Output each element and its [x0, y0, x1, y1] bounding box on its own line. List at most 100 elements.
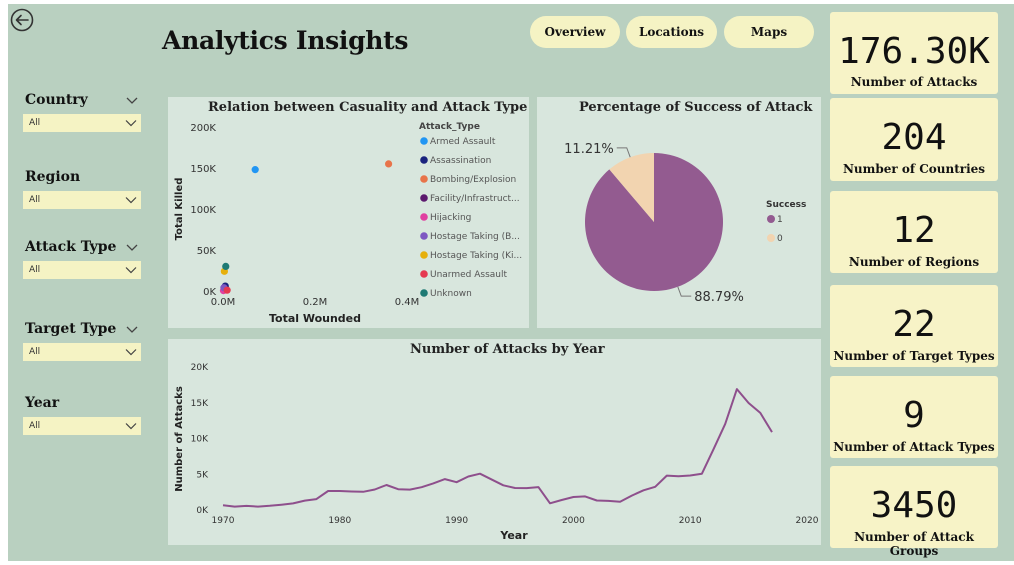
y-tick-label: 100K: [190, 205, 216, 216]
x-tick-label: 1990: [445, 516, 468, 526]
chevron-down-icon[interactable]: [125, 324, 139, 334]
y-axis-title: Total Killed: [174, 178, 185, 241]
kpi-countries: 204 Number of Countries: [830, 98, 998, 181]
kpi-attack-groups: 3450 Number of Attack Groups: [830, 466, 998, 558]
y-tick-label: 0K: [196, 506, 209, 516]
y-tick-label: 10K: [191, 435, 209, 445]
chevron-down-icon[interactable]: [125, 242, 139, 252]
kpi-attack-types: 9 Number of Attack Types: [830, 376, 998, 458]
scatter-title: Relation between Casuality and Attack Ty…: [208, 100, 528, 115]
pie-data-label: 88.79%: [694, 290, 744, 305]
legend-marker: [420, 194, 428, 202]
filter-region-select[interactable]: All: [23, 191, 141, 209]
x-tick-label: 2010: [679, 516, 702, 526]
x-tick-label: 0.0M: [211, 297, 236, 308]
back-arrow-icon[interactable]: [10, 8, 34, 32]
pie-chart[interactable]: 88.79% 11.21% Success 1 0: [537, 97, 821, 328]
kpi-value: 9: [903, 395, 925, 436]
maps-button[interactable]: Maps: [724, 16, 814, 48]
kpi-regions: 12 Number of Regions: [830, 191, 998, 273]
x-tick-label: 0.4M: [395, 297, 420, 308]
chevron-down-icon: [125, 349, 137, 356]
legend-title: Attack_Type: [419, 122, 480, 132]
line-chart[interactable]: 0K 5K 10K 15K 20K 1970 1980 1990 2000 2010 2020 Yea…: [168, 339, 821, 545]
overview-button[interactable]: Overview: [530, 16, 620, 48]
kpi-label: Number of Attacks: [850, 75, 978, 89]
page-title: Analytics Insights: [162, 26, 409, 55]
legend-entry: Armed Assault: [430, 137, 496, 147]
legend-title: Success: [766, 200, 806, 210]
y-tick-label: 20K: [191, 363, 209, 373]
kpi-value: 204: [881, 117, 947, 158]
chevron-down-icon: [125, 120, 137, 127]
kpi-label: Number of Target Types: [833, 349, 995, 363]
legend-entry: Unknown: [430, 289, 472, 299]
legend-marker: [767, 234, 775, 242]
legend-entry: Unarmed Assault: [430, 270, 507, 280]
legend-entry: Hijacking: [430, 213, 471, 223]
filter-target-type-select[interactable]: All: [23, 343, 141, 361]
kpi-target-types: 22 Number of Target Types: [830, 285, 998, 367]
line-panel: Number of Attacks by Year 0K 5K 10K 15K 20K 1…: [168, 339, 821, 545]
legend-marker: [420, 175, 428, 183]
legend-marker: [420, 289, 428, 297]
x-axis-title: Year: [499, 529, 528, 542]
y-tick-label: 200K: [190, 123, 216, 134]
legend-marker: [420, 137, 428, 145]
y-axis-title: Number of Attacks: [174, 386, 185, 492]
x-axis-title: Total Wounded: [269, 312, 361, 325]
filter-attack-type-select[interactable]: All: [23, 261, 141, 279]
pie-slice: [609, 153, 654, 222]
legend-marker: [767, 215, 775, 223]
filter-country-select[interactable]: All: [23, 114, 141, 132]
filter-value: All: [29, 118, 41, 128]
legend-entry: Bombing/Explosion: [430, 175, 516, 185]
y-tick-label: 50K: [197, 246, 217, 257]
x-tick-label: 1980: [328, 516, 351, 526]
filter-value: All: [29, 195, 41, 205]
x-tick-label: 2020: [796, 516, 819, 526]
kpi-value: 12: [892, 210, 936, 251]
legend-entry: 1: [777, 215, 783, 225]
legend-marker: [420, 156, 428, 164]
legend-marker: [420, 213, 428, 221]
kpi-attacks: 176.30K Number of Attacks: [830, 12, 998, 94]
filter-value: All: [29, 421, 41, 431]
pie-leader-line: [677, 286, 692, 297]
legend-entry: Facility/Infrastruct...: [430, 194, 520, 204]
scatter-panel: Relation between Casuality and Attack Ty…: [168, 97, 529, 328]
kpi-label: Number of Attack Groups: [854, 530, 974, 558]
legend-entry: Hostage Taking (B...: [430, 232, 520, 242]
chevron-down-icon: [125, 197, 137, 204]
pie-data-label: 11.21%: [564, 142, 614, 157]
x-tick-label: 0.2M: [303, 297, 328, 308]
y-tick-label: 15K: [191, 399, 209, 409]
legend-marker: [420, 232, 428, 240]
y-tick-label: 0K: [203, 287, 216, 298]
legend-marker: [420, 251, 428, 259]
locations-button[interactable]: Locations: [626, 16, 717, 48]
x-tick-label: 1970: [212, 516, 235, 526]
legend-entry: 0: [777, 234, 783, 244]
kpi-label: Number of Regions: [848, 255, 980, 269]
legend-entry: Assassination: [430, 156, 491, 166]
filter-country-label: Country: [25, 92, 88, 108]
y-tick-label: 5K: [196, 470, 209, 480]
scatter-chart[interactable]: 0K 50K 100K 150K 200K 0.0M 0.2M 0.4M Total Wound…: [168, 97, 529, 328]
x-tick-label: 2000: [562, 516, 585, 526]
chevron-down-icon: [125, 267, 137, 274]
chevron-down-icon[interactable]: [125, 95, 139, 105]
y-tick-label: 150K: [190, 164, 216, 175]
filter-year-label: Year: [25, 395, 60, 411]
pie-title: Percentage of Success of Attack: [579, 100, 813, 115]
legend-entry: Hostage Taking (Ki...: [430, 251, 522, 261]
scatter-point: [222, 262, 230, 270]
filter-region-label: Region: [25, 169, 81, 185]
pie-leader-line: [616, 147, 631, 158]
kpi-label: Number of Attack Types: [833, 440, 995, 454]
kpi-label: Number of Countries: [842, 162, 986, 176]
kpi-value: 22: [892, 304, 936, 345]
kpi-value: 3450: [870, 485, 958, 526]
filter-year-select[interactable]: All: [23, 417, 141, 435]
legend-marker: [420, 270, 428, 278]
